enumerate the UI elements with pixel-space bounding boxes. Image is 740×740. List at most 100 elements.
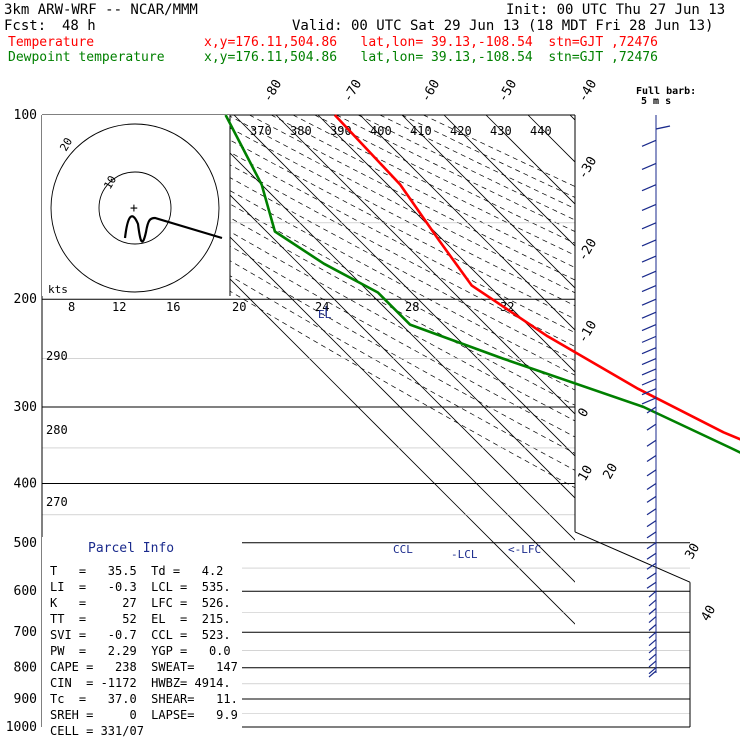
theta-label: 440 (530, 124, 552, 138)
fcst-value: 48 h (62, 18, 96, 34)
dewpoint-legend: Dewpoint temperature (8, 50, 165, 65)
wind-barb (641, 255, 657, 263)
isotherm-line (527, 115, 575, 163)
parcel-info-row: CAPE = 238 SWEAT= 147 (50, 660, 238, 674)
isotherm-label: 10 (575, 463, 596, 484)
hodograph-ring-label: 20 (57, 136, 75, 154)
hodograph-speed-label: 28 (405, 300, 419, 314)
dry-adiabat-line (227, 115, 575, 294)
isotherm-label: -40 (575, 77, 600, 105)
isotherm-line (317, 115, 575, 373)
dry-adiabat-line (205, 115, 575, 307)
theta-left-label: 280 (46, 423, 68, 437)
wind-barb (641, 285, 657, 293)
hodograph-speed-label: 8 (68, 300, 75, 314)
right-axis-slant (574, 531, 691, 583)
parcel-info-row: K = 27 LFC = 526. (50, 596, 231, 610)
wind-barb (648, 607, 657, 615)
wind-barb (646, 531, 657, 539)
wind-barb (641, 298, 657, 306)
isotherm-label: 30 (682, 541, 703, 562)
isotherm-line (275, 115, 575, 415)
level-label-ccl: CCL (393, 543, 413, 556)
theta-label: 380 (290, 124, 312, 138)
dry-adiabat-line (249, 115, 575, 281)
wind-barb (641, 270, 657, 278)
parcel-info-row: Tc = 37.0 SHEAR= 11. (50, 692, 238, 706)
wind-barb (648, 624, 657, 631)
wind-barb (655, 125, 671, 130)
moist-adiabat-line (722, 407, 740, 727)
wind-barb (646, 423, 657, 431)
wind-barb (648, 670, 657, 678)
parcel-info-title: Parcel Info (88, 541, 175, 556)
wind-barb (646, 542, 657, 550)
wind-barb (641, 324, 657, 332)
hodograph-speed-label: 12 (112, 300, 126, 314)
wind-barb (641, 239, 657, 247)
pressure-label: 400 (14, 476, 37, 491)
wind-barb (648, 660, 657, 668)
isotherm-line (401, 115, 575, 289)
isotherm-label: -70 (340, 77, 365, 105)
theta-left-label: 290 (46, 349, 68, 363)
isotherm-line (654, 115, 740, 727)
wind-barb (646, 581, 657, 589)
temperature-legend: Temperature (8, 35, 95, 50)
wind-barb (648, 653, 657, 661)
wind-barb (646, 508, 657, 516)
wind-barb (641, 162, 657, 171)
wind-barb (648, 616, 657, 624)
isotherm-label: -20 (575, 236, 600, 264)
isotherm-label: -50 (495, 77, 520, 105)
parcel-info-row: CELL = 331/07 (50, 724, 144, 738)
parcel-info-row: T = 35.5 Td = 4.2 (50, 564, 224, 578)
pressure-label: 900 (14, 692, 37, 707)
parcel-info-row: CIN = -1172 HWBZ= 4914. (50, 676, 231, 690)
wind-barb (646, 520, 657, 528)
wind-barb (646, 572, 657, 580)
moist-adiabat-line (638, 407, 740, 727)
hodograph-ring-inner (98, 171, 172, 245)
isotherm-label: -30 (575, 154, 600, 182)
wind-barb-key-label: Full barb: (636, 86, 696, 97)
wind-barb (646, 469, 657, 477)
pressure-label: 700 (14, 625, 37, 640)
wind-barb (648, 639, 657, 647)
dry-adiabat-line (336, 115, 575, 232)
hodograph-background (42, 115, 230, 296)
pressure-label: 200 (14, 292, 37, 307)
hodograph-center: + (130, 201, 138, 216)
isotherm-label: -80 (260, 77, 285, 105)
isotherm-label: 20 (600, 461, 621, 482)
pressure-label: 600 (14, 584, 37, 599)
isotherm-line (191, 115, 575, 499)
hodograph (42, 115, 231, 296)
level-label-el: EL (318, 308, 332, 321)
isotherm-line (359, 115, 575, 331)
valid-time: Valid: 00 UTC Sat 29 Jun 13 (18 MDT Fri … (292, 18, 714, 34)
parcel-info-row: SVI = -0.7 CCL = 523. (50, 628, 231, 642)
theta-left-label: 270 (46, 495, 68, 509)
wind-barb (646, 552, 657, 560)
pressure-label: 100 (14, 108, 37, 123)
dry-adiabat-line (271, 115, 575, 268)
pressure-label: 800 (14, 661, 37, 676)
theta-label: 410 (410, 124, 432, 138)
level-label-lfc: <-LFC (508, 543, 541, 556)
wind-barb (646, 562, 657, 570)
theta-label: 400 (370, 124, 392, 138)
parcel-info-row: SREH = 0 LAPSE= 9.9 (50, 708, 238, 722)
wind-barb (648, 631, 657, 639)
moist-adiabat-line (680, 407, 740, 727)
wind-barb (648, 667, 657, 675)
moist-adiabat-line (659, 407, 740, 727)
wind-barb (641, 357, 657, 366)
wind-barb (641, 335, 657, 343)
isotherm-line (233, 115, 575, 457)
hodograph-units: kts (48, 283, 68, 296)
wind-barb (641, 347, 657, 355)
temperature-location-info: x,y=176.11,504.86 lat,lon= 39.13,-108.54… (204, 35, 658, 50)
